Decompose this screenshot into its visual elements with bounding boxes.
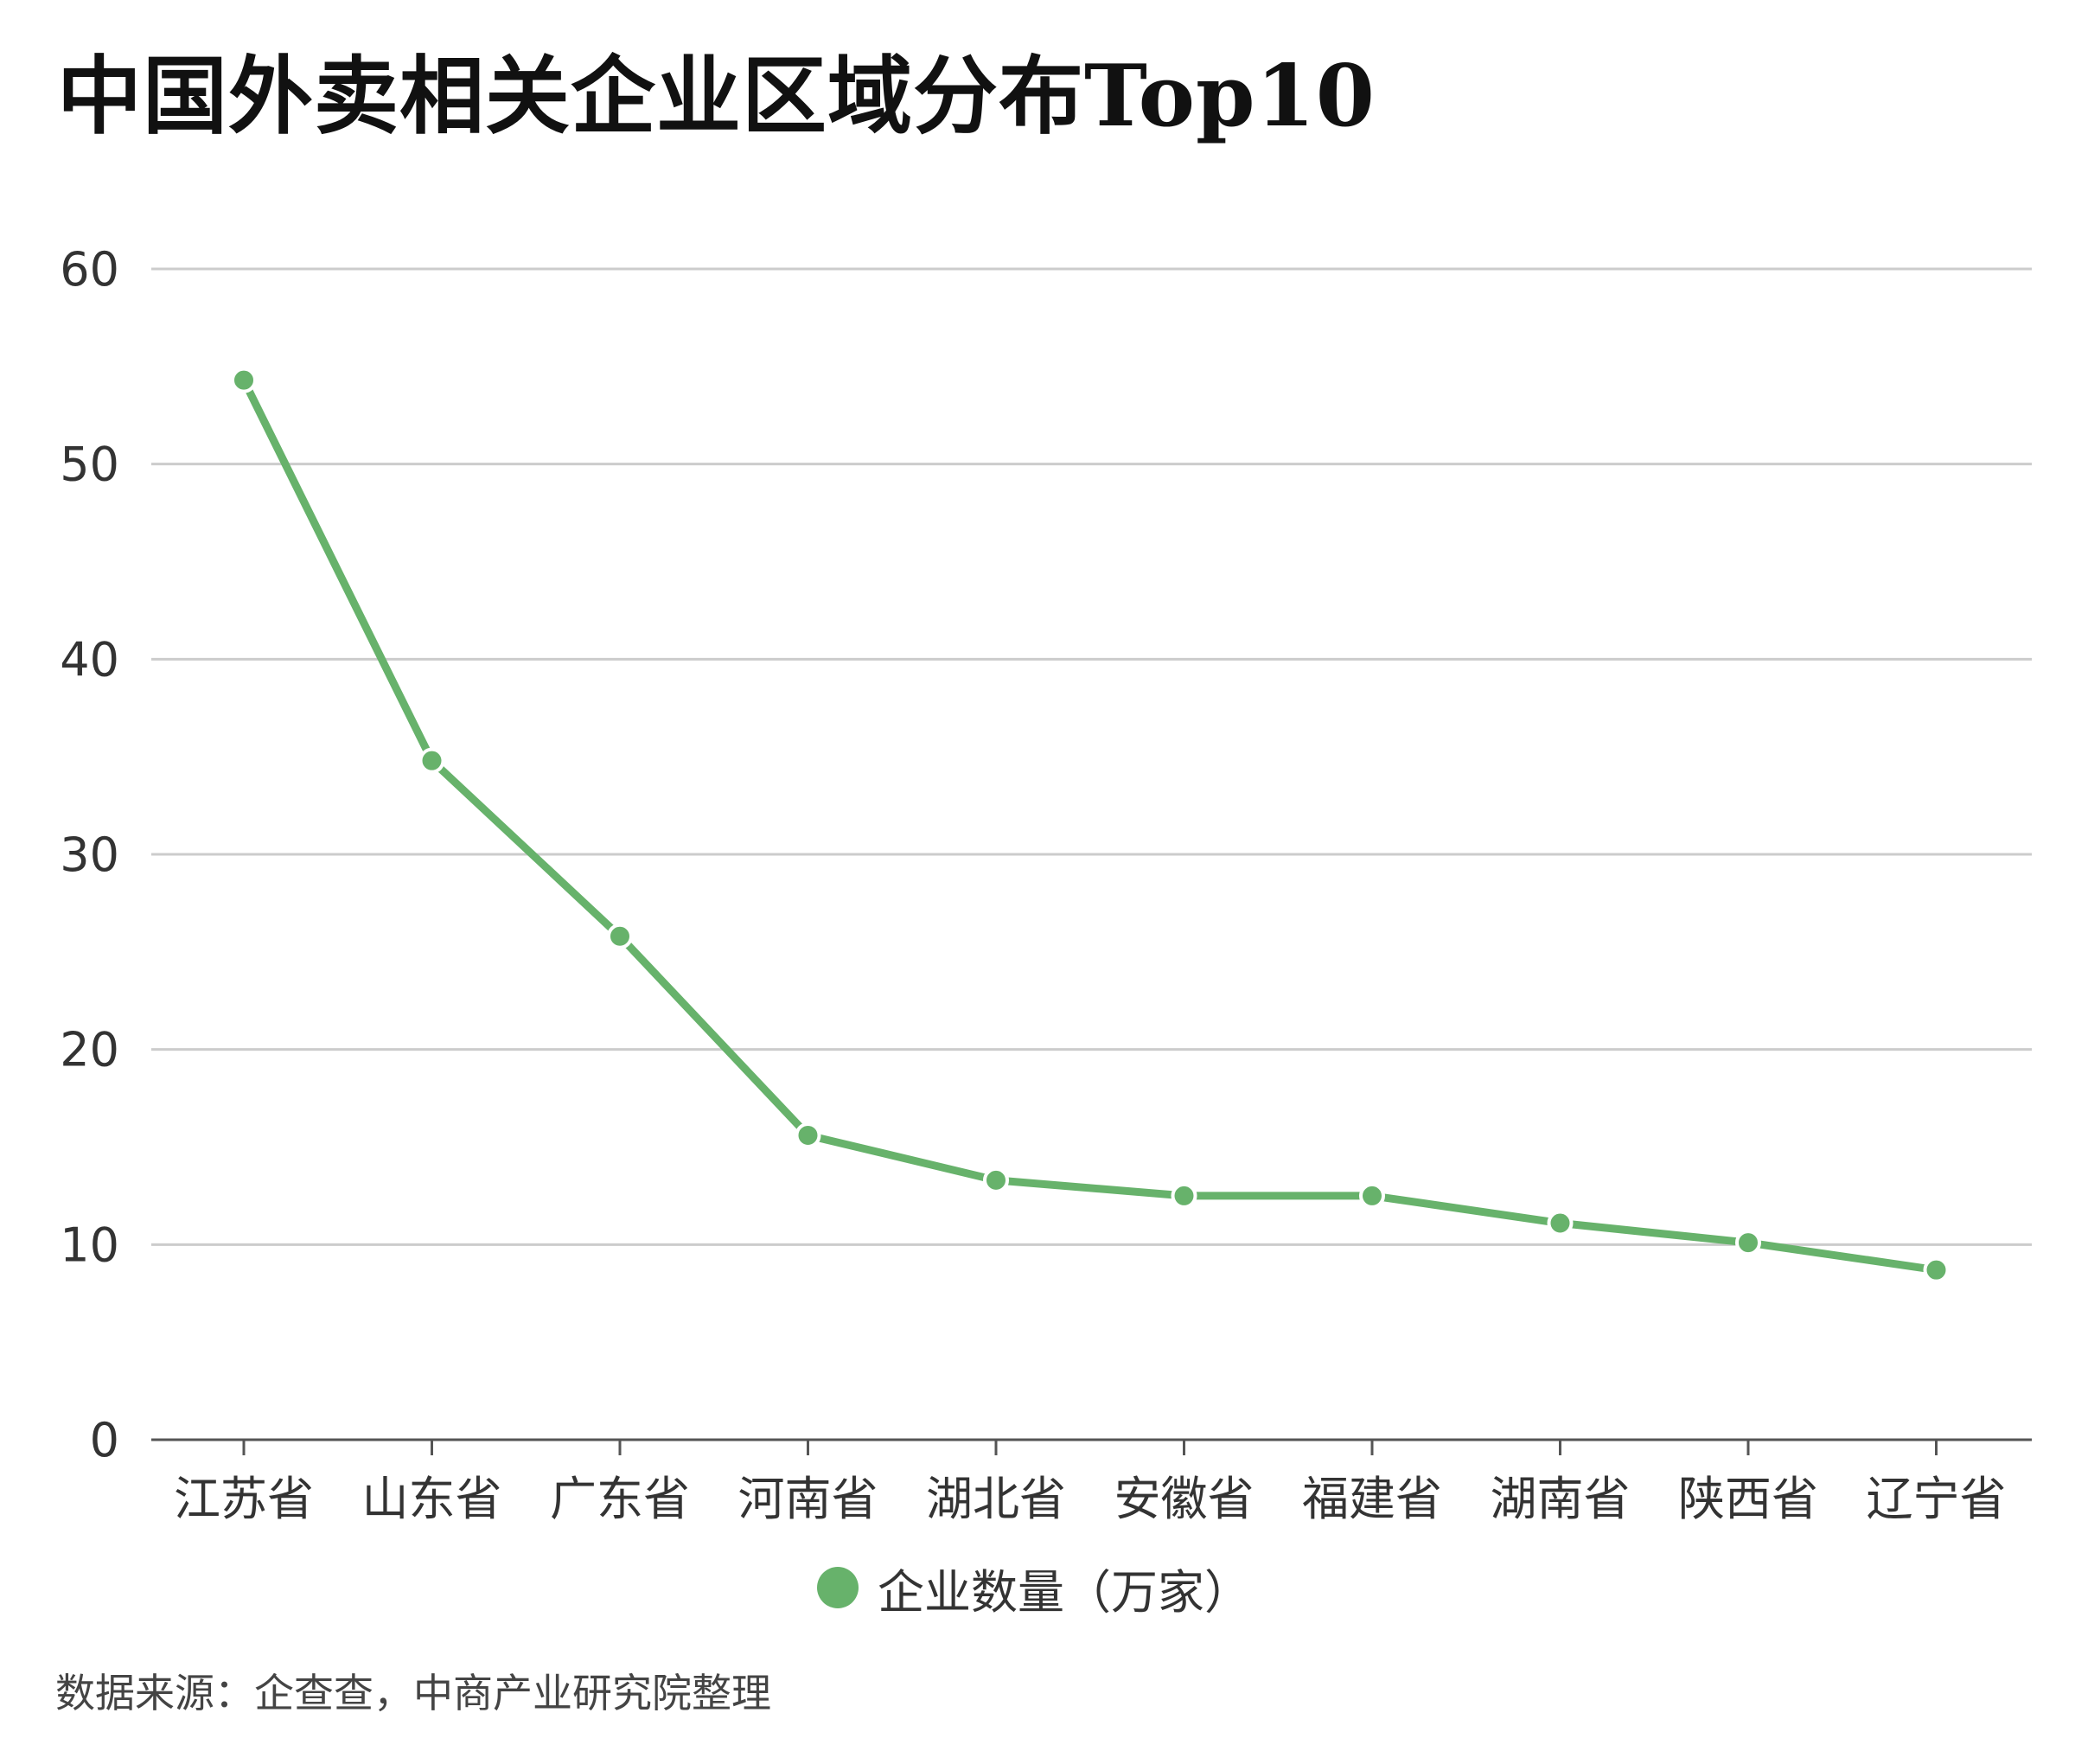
- legend: 企业数量（万家）: [817, 1556, 1251, 1620]
- x-tick-label: 陕西省: [1678, 1472, 1818, 1526]
- x-tick-label: 湖南省: [1491, 1472, 1631, 1526]
- chart-title: 中国外卖相关企业区域分布Top10: [57, 47, 1376, 146]
- y-tick-label: 0: [90, 1413, 119, 1467]
- y-tick-label: 30: [60, 828, 119, 882]
- data-point: [1923, 1256, 1950, 1283]
- y-tick-label: 60: [60, 242, 119, 297]
- x-tick-label: 江苏省: [174, 1472, 314, 1526]
- y-axis-ticks: 0 10 20 30 40 50 60: [60, 242, 119, 1467]
- y-tick-label: 20: [60, 1023, 119, 1077]
- y-tick-label: 10: [60, 1218, 119, 1272]
- y-tick-label: 40: [60, 632, 119, 687]
- gridlines: [151, 267, 2032, 1246]
- source-note: 数据来源：企查查，中商产业研究院整理: [55, 1670, 771, 1716]
- legend-swatch: [817, 1567, 859, 1608]
- series-layer: [231, 367, 1950, 1283]
- x-tick-label: 山东省: [362, 1472, 502, 1526]
- data-point: [983, 1166, 1009, 1193]
- x-axis: 江苏省 山东省 广东省 河南省 湖北省 安徽省 福建省 湖南省 陕西省 辽宁省: [151, 1438, 2032, 1526]
- x-tick-label: 广东省: [550, 1472, 690, 1526]
- x-tick-label: 辽宁省: [1867, 1472, 2007, 1526]
- x-tick-label: 福建省: [1302, 1472, 1442, 1526]
- x-tick-label: 河南省: [738, 1472, 878, 1526]
- data-point: [1171, 1182, 1197, 1209]
- data-point: [418, 747, 445, 774]
- data-point: [795, 1122, 821, 1148]
- legend-label: 企业数量（万家）: [878, 1564, 1251, 1620]
- data-point: [231, 367, 257, 393]
- data-point: [1735, 1230, 1761, 1256]
- y-tick-label: 50: [60, 438, 119, 492]
- series-line: [239, 376, 1940, 1275]
- data-point: [607, 923, 633, 949]
- data-point: [1359, 1182, 1385, 1209]
- x-tick-label: 湖北省: [926, 1472, 1066, 1526]
- x-tick-label: 安徽省: [1114, 1472, 1255, 1526]
- data-point: [1547, 1210, 1574, 1237]
- line-chart: 0 10 20 30 40 50 60 江苏省 山东省 广东省 河南省 湖北省 安徽省 福建省 湖南省 陕西…: [60, 242, 2032, 1526]
